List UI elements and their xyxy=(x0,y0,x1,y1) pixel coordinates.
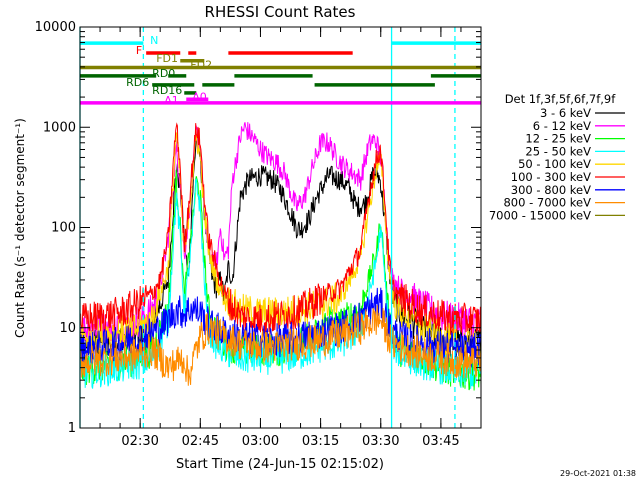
flag-label-a0: A0 xyxy=(192,90,207,103)
flag-label-a1: A1 xyxy=(164,94,179,107)
legend-label-7: 300 - 800 keV xyxy=(511,183,591,197)
x-tick-label-5: 03:30 xyxy=(362,434,399,449)
flag-label-rd0: RD0 xyxy=(152,67,175,80)
x-tick-label-4: 03:15 xyxy=(302,434,339,449)
footer-date: 29-Oct-2021 01:38 xyxy=(560,469,636,478)
y-axis-label: Count Rate (s⁻¹ detector segment⁻¹) xyxy=(13,118,27,338)
series-line-8 xyxy=(79,305,482,386)
x-tick-label-1: 02:30 xyxy=(121,434,158,449)
y-tick-label-5: 10000 xyxy=(35,20,76,35)
x-tick-label-6: 03:45 xyxy=(422,434,459,449)
legend-label-4: 25 - 50 keV xyxy=(525,144,591,158)
legend-label-6: 100 - 300 keV xyxy=(511,170,591,184)
legend-label-1: 3 - 6 keV xyxy=(540,106,591,120)
x-tick-label-2: 02:45 xyxy=(182,434,219,449)
y-tick-label-4: 1000 xyxy=(43,120,76,135)
legend-label-8: 800 - 7000 keV xyxy=(503,196,591,210)
flag-label-rd16: RD16 xyxy=(152,84,182,97)
legend-label-2: 6 - 12 keV xyxy=(533,119,591,133)
flag-label-fd1: FD1 xyxy=(156,52,178,65)
flag-label-n: N xyxy=(150,34,158,47)
flag-label-fd2: FD2 xyxy=(190,58,212,71)
y-tick-label-2: 10 xyxy=(59,321,76,336)
flag-label-f: F xyxy=(136,44,142,57)
x-axis-label: Start Time (24-Jun-15 02:15:02) xyxy=(176,457,384,472)
legend-label-9: 7000 - 15000 keV xyxy=(489,208,591,222)
y-tick-label-1: 1 xyxy=(68,421,76,436)
series-line-6 xyxy=(79,122,482,337)
legend-label-5: 50 - 100 keV xyxy=(518,157,591,171)
x-tick-label-3: 03:00 xyxy=(242,434,279,449)
flag-label-rd6: RD6 xyxy=(126,76,149,89)
legend-title: Det 1f,3f,5f,6f,7f,9f xyxy=(505,92,617,106)
chart-title: RHESSI Count Rates xyxy=(205,3,356,21)
legend-label-3: 12 - 25 keV xyxy=(525,132,591,146)
y-tick-label-3: 100 xyxy=(51,221,76,236)
